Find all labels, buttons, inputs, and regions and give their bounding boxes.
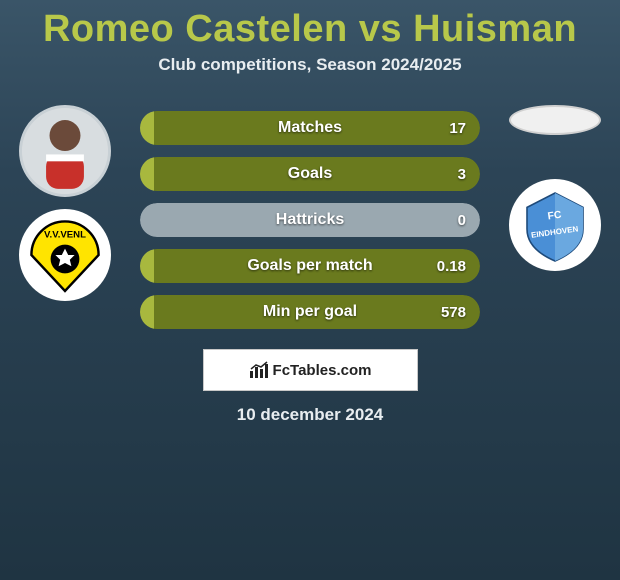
left-player-column: V.V.VENL bbox=[10, 105, 120, 301]
stat-value-right: 0 bbox=[458, 212, 466, 229]
stat-value-right: 0.18 bbox=[437, 258, 466, 275]
date-text: 10 december 2024 bbox=[0, 405, 620, 425]
stat-bar-left bbox=[140, 157, 154, 191]
stat-bar-left bbox=[140, 295, 154, 329]
subtitle: Club competitions, Season 2024/2025 bbox=[0, 55, 620, 75]
svg-text:V.V.VENL: V.V.VENL bbox=[44, 229, 86, 240]
left-player-avatar bbox=[19, 105, 111, 197]
stat-value-right: 3 bbox=[458, 166, 466, 183]
right-club-badge: FC EINDHOVEN bbox=[509, 179, 601, 271]
stat-label: Hattricks bbox=[276, 211, 344, 229]
stat-value-right: 17 bbox=[449, 120, 466, 137]
stat-label: Min per goal bbox=[263, 303, 357, 321]
left-club-badge: V.V.VENL bbox=[19, 209, 111, 301]
club-badge-icon: V.V.VENL bbox=[25, 215, 105, 295]
stat-bar-left bbox=[140, 249, 154, 283]
stat-row: Matches 17 bbox=[140, 111, 480, 145]
right-player-column: FC EINDHOVEN bbox=[500, 105, 610, 271]
stat-label: Goals bbox=[288, 165, 332, 183]
stat-row: Goals 3 bbox=[140, 157, 480, 191]
stat-label: Matches bbox=[278, 119, 342, 137]
brand-text: FcTables.com bbox=[273, 362, 372, 379]
stat-bar-left bbox=[140, 111, 154, 145]
chart-icon bbox=[249, 361, 269, 379]
club-badge-icon: FC EINDHOVEN bbox=[515, 185, 595, 265]
stats-list: Matches 17 Goals 3 Hattricks 0 Goals per match… bbox=[140, 105, 480, 329]
stat-row: Goals per match 0.18 bbox=[140, 249, 480, 283]
comparison-panel: V.V.VENL FC EINDHOVEN Matches 17 Goals 3 Hat… bbox=[0, 105, 620, 425]
stat-row: Hattricks 0 bbox=[140, 203, 480, 237]
stat-label: Goals per match bbox=[247, 257, 372, 275]
stat-value-right: 578 bbox=[441, 304, 466, 321]
svg-text:FC: FC bbox=[547, 210, 563, 223]
page-title: Romeo Castelen vs Huisman bbox=[0, 0, 620, 51]
stat-row: Min per goal 578 bbox=[140, 295, 480, 329]
right-player-avatar bbox=[509, 105, 601, 135]
player-photo-icon bbox=[22, 105, 108, 197]
brand-badge[interactable]: FcTables.com bbox=[203, 349, 418, 391]
